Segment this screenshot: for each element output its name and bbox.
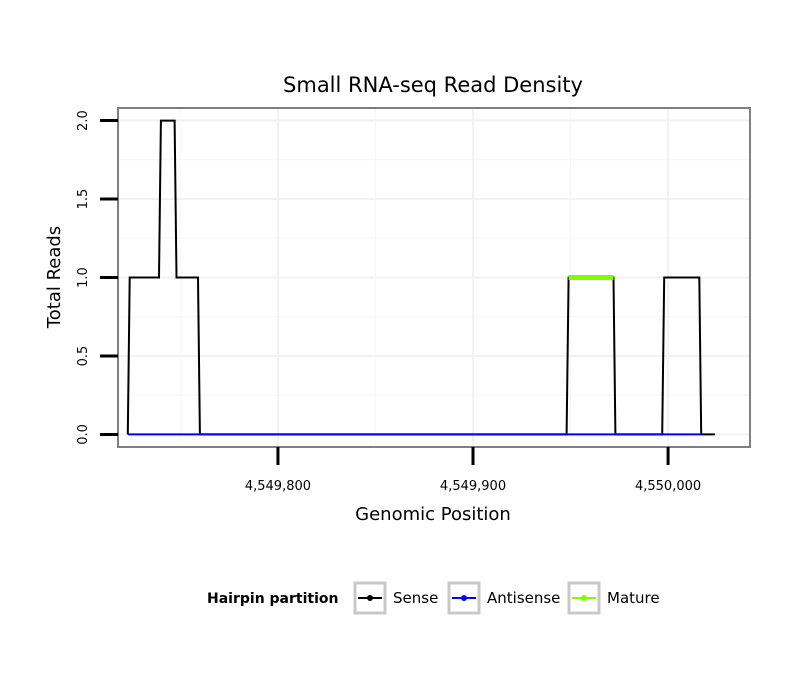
legend-label-antisense: Antisense [487, 589, 560, 607]
x-tick-label: 4,550,000 [635, 479, 701, 494]
x-tick-label: 4,549,900 [440, 479, 506, 494]
legend-key-point [581, 595, 587, 601]
x-axis-title: Genomic Position [355, 504, 511, 525]
y-tick-label: 0.5 [76, 346, 91, 367]
legend-label-mature: Mature [607, 589, 660, 607]
x-tick-label: 4,549,800 [245, 479, 311, 494]
y-tick-label: 0.0 [76, 424, 91, 445]
legend-title: Hairpin partition [207, 591, 338, 607]
legend-label-sense: Sense [393, 589, 438, 607]
chart-title: Small RNA-seq Read Density [283, 73, 583, 97]
y-tick-label: 2.0 [76, 110, 91, 131]
legend: Hairpin partition Sense Antisense Mature [207, 581, 660, 615]
legend-key-point [367, 595, 373, 601]
x-axis: 4,549,800 4,549,900 4,550,000 [245, 447, 701, 494]
y-axis: 0.0 0.5 1.0 1.5 2.0 [76, 110, 118, 445]
y-tick-label: 1.0 [76, 267, 91, 288]
series-layer [126, 119, 715, 436]
y-tick-label: 1.5 [76, 189, 91, 210]
y-axis-title: Total Reads [44, 226, 65, 329]
legend-key-point [461, 595, 467, 601]
